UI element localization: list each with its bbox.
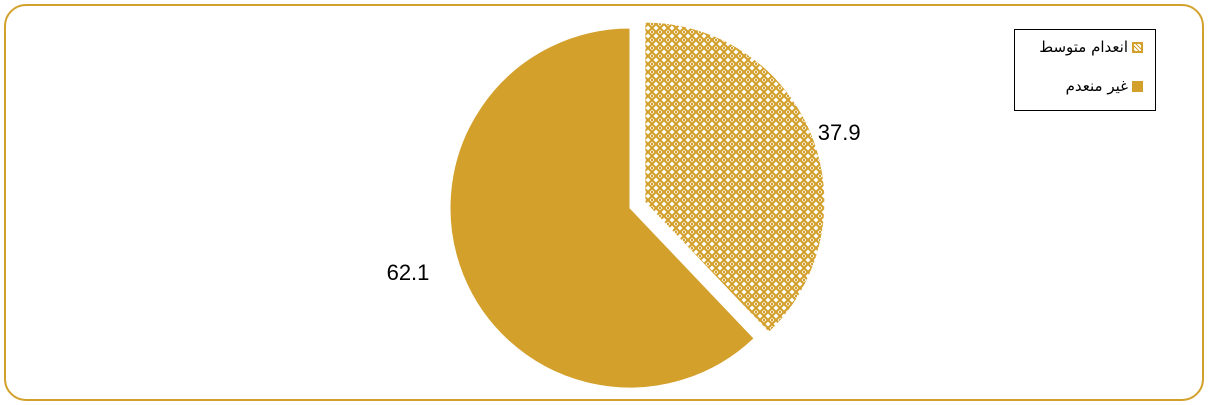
- legend-item-ghayr-munadam: غير منعدم: [1066, 77, 1143, 95]
- pie-slice-ghayr-munadam: [449, 27, 755, 389]
- data-label-anadam-mutawassit: 37.9: [818, 120, 861, 145]
- legend-label: غير منعدم: [1065, 77, 1128, 95]
- chart-legend: انعدام متوسط غير منعدم: [1014, 29, 1156, 111]
- legend-item-anadam-mutawassit: انعدام متوسط: [1039, 38, 1143, 56]
- pie-slice-anadam-mutawassit: [644, 21, 826, 334]
- legend-swatch-solid: [1132, 80, 1143, 92]
- legend-swatch-pattern: [1132, 41, 1143, 53]
- data-label-ghayr-munadam: 62.1: [387, 260, 430, 285]
- legend-label: انعدام متوسط: [1039, 38, 1128, 56]
